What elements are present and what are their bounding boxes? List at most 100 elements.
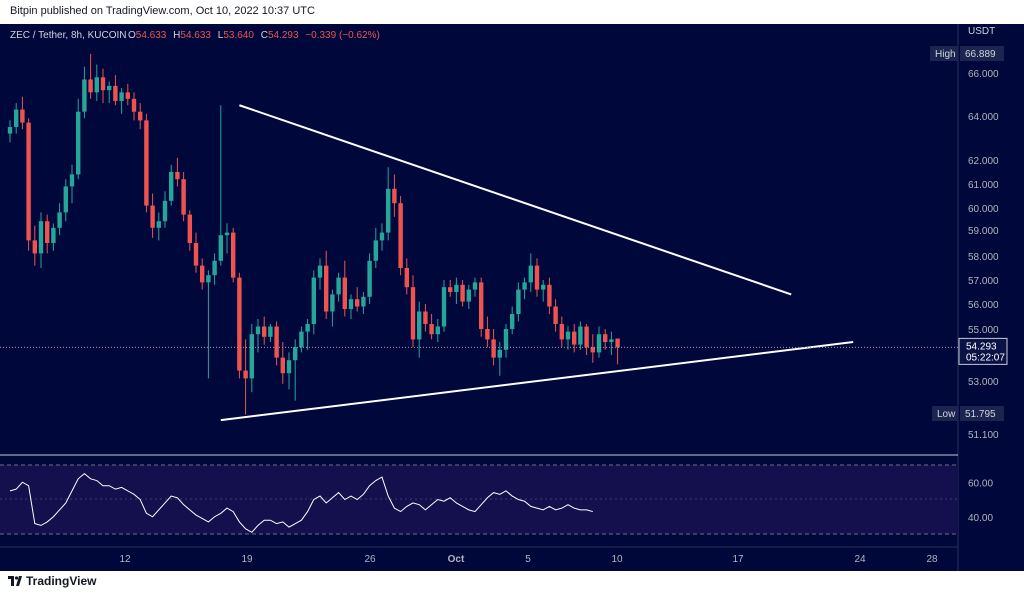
time-tick-label: 28: [926, 554, 938, 565]
candle-body: [100, 77, 106, 91]
candle-body: [218, 235, 223, 261]
candle-body: [398, 203, 403, 268]
candle-body: [144, 120, 149, 206]
candle-body: [249, 334, 254, 379]
trendlines[interactable]: [220, 104, 854, 422]
tradingview-logo-icon: [8, 576, 22, 586]
candle-body: [156, 221, 161, 228]
candle-body: [379, 232, 385, 241]
candle-body: [417, 311, 422, 340]
price-tick-label: 58.000: [968, 252, 999, 263]
candle-body: [330, 294, 335, 312]
candle-body: [63, 186, 68, 213]
low-value-box: [960, 406, 1004, 421]
candle-body: [584, 326, 589, 348]
rsi-line[interactable]: [9, 472, 593, 533]
time-tick-label: 12: [119, 554, 131, 565]
candle-body: [324, 265, 329, 312]
candle-body: [429, 324, 434, 335]
candle-body: [510, 314, 515, 329]
candle-body: [119, 92, 124, 101]
candles[interactable]: [7, 54, 620, 415]
low-label-box: [932, 406, 958, 421]
close-label: C: [261, 30, 268, 41]
low-value: 53.640: [223, 30, 254, 41]
candle-body: [367, 260, 372, 297]
rsi-band-fill: [0, 465, 958, 534]
candle-body: [479, 282, 484, 329]
candle-body: [528, 265, 533, 283]
candle-body: [76, 111, 81, 175]
chart-svg[interactable]: ZEC / Tether, 8h, KUCOIN O54.633 H54.633…: [0, 24, 1024, 574]
candle-body: [342, 277, 347, 309]
current-price-value: 54.293: [966, 341, 997, 352]
candle-body: [609, 339, 614, 342]
candle-body: [38, 221, 44, 254]
low-value: 51.795: [965, 409, 996, 420]
time-tick-label: Oct: [448, 554, 465, 565]
candle-body: [553, 306, 558, 324]
candle-body: [7, 127, 13, 134]
trendline-ascending-support: [220, 341, 854, 422]
candle-body: [162, 200, 168, 222]
candle-body: [386, 188, 391, 233]
candle-body: [336, 277, 341, 295]
candle-body: [541, 284, 546, 290]
footer: TradingView: [0, 571, 1024, 594]
time-tick-label: 24: [854, 554, 866, 565]
candle-body: [274, 326, 279, 358]
candle-body: [355, 299, 360, 307]
candle-body: [559, 324, 564, 340]
price-tick-label: 61.000: [968, 180, 999, 191]
candle-body: [317, 265, 323, 278]
price-tick-label: 51.100: [968, 430, 999, 441]
candle-body: [20, 109, 25, 123]
candle-body: [410, 287, 416, 340]
current-price-box: [958, 337, 1008, 365]
candle-body: [51, 227, 56, 243]
candle-body: [578, 326, 583, 345]
close-value: 54.293: [268, 30, 299, 41]
candle-body: [243, 370, 248, 379]
candle-body: [448, 287, 453, 292]
open-value: 54.633: [136, 30, 167, 41]
candle-body: [131, 98, 137, 112]
candle-body: [404, 268, 409, 288]
candle-body: [107, 85, 112, 91]
candle-body: [572, 331, 577, 345]
candle-body: [603, 334, 608, 342]
price-tick-label: 59.000: [968, 226, 999, 237]
candle-body: [596, 334, 602, 353]
candle-body: [237, 277, 242, 371]
candle-body: [231, 232, 236, 278]
low-badge: Low 51.795: [932, 406, 1004, 421]
candle-body: [175, 172, 180, 180]
candle-body: [615, 338, 620, 348]
candle-body: [497, 349, 502, 358]
candle-body: [491, 339, 496, 358]
candle-body: [472, 282, 478, 290]
price-tick-label: 55.000: [968, 325, 999, 336]
price-tick-label: 57.000: [968, 276, 999, 287]
candle-body: [454, 284, 459, 292]
candle-body: [485, 329, 490, 340]
high-label-box: [930, 46, 958, 61]
chart-area[interactable]: ZEC / Tether, 8h, KUCOIN O54.633 H54.633…: [0, 24, 1024, 574]
candle-body: [169, 172, 174, 201]
low-label: L: [218, 30, 224, 41]
candle-body: [212, 260, 217, 276]
price-tick-label: 53.000: [968, 377, 999, 388]
candle-body: [361, 296, 366, 307]
high-value: 54.633: [180, 30, 211, 41]
time-tick-label: 17: [732, 554, 744, 565]
price-tick-label: 64.000: [968, 112, 999, 123]
candle-body: [503, 329, 509, 350]
current-price-badge: 54.293 05:22:07: [958, 337, 1008, 365]
candle-body: [392, 188, 397, 204]
rsi-tick-label: 40.00: [968, 513, 993, 524]
candle-body: [522, 282, 527, 290]
candle-body: [441, 287, 447, 327]
candle-body: [255, 326, 261, 335]
candle-body: [26, 122, 31, 241]
candle-body: [206, 275, 211, 283]
